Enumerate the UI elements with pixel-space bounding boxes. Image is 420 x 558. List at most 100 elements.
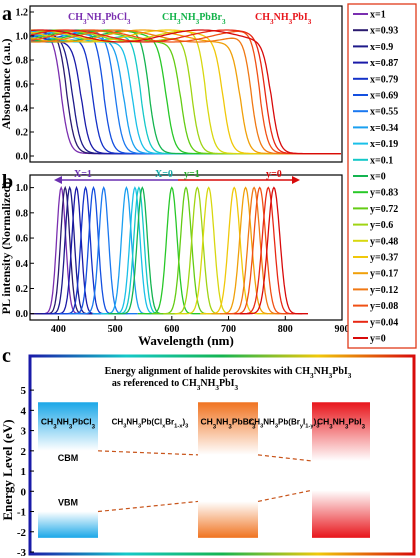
pl-series-y-0-48 <box>174 186 243 315</box>
vbm-connector <box>257 489 313 502</box>
absorbance-series-y-0-48 <box>31 29 341 155</box>
absorbance-series-x-1 <box>30 33 341 155</box>
pl-series-x-0-19 <box>100 186 169 315</box>
energy-y-tick-label: -1 <box>17 507 26 519</box>
energy-y-tick-label: 4 <box>21 405 27 417</box>
absorbance-y-tick-label: 0.4 <box>16 104 29 115</box>
absorbance-series-y-0-08 <box>30 29 341 155</box>
absorbance-y-tick-label: 0.6 <box>16 80 29 91</box>
pl-y-axis-label: PL intensity (Normalized) <box>0 182 13 315</box>
panel-b-label: b <box>2 171 13 193</box>
cbm-connector <box>257 454 313 462</box>
absorbance-series-x-0 <box>30 30 341 155</box>
pl-y-tick-label: 0.2 <box>16 284 29 295</box>
absorbance-series-y-0-04 <box>30 29 341 155</box>
vb-box-ch3nh3pbi3 <box>312 490 370 538</box>
legend-label-x-0-1: x=0.1 <box>370 155 393 166</box>
label-ch3nh3pbbr3: CH3NH3PbBr3 <box>162 12 226 26</box>
label-ch3nh3pbcl3: CH3NH3PbCl3 <box>68 12 131 26</box>
legend-label-y-0-12: y=0.12 <box>370 285 398 296</box>
absorbance-series-x-0-93 <box>31 29 341 155</box>
energy-title-line2: as referenced to CH3NH3PbI3 <box>112 378 239 392</box>
box-label-ch3nh3pbcl3: CH3NH3PbCl3 <box>41 416 96 430</box>
energy-y-tick-label: 2 <box>21 446 27 458</box>
panel-a-absorbance-chart: 0.00.20.40.60.81.01.2 Absorbance (a.u.) … <box>0 5 343 163</box>
absorbance-series-y-0-83 <box>31 29 341 155</box>
legend-label-x-1: x=1 <box>370 10 386 21</box>
legend-label-y-0-6: y=0.6 <box>370 220 393 231</box>
absorbance-y-ticks: 0.0 0.2 0.4 0.6 0.8 1.0 1.2 <box>16 8 34 163</box>
panel-b-pl-chart: 0.0 0.2 0.4 0.6 0.8 1.0 400 500 600 700 800 900 PL… <box>0 169 350 348</box>
absorbance-series-x-0-69 <box>31 31 341 155</box>
absorbance-y-tick-label: 1.2 <box>16 8 29 19</box>
pl-y-tick-label: 0.8 <box>16 208 29 219</box>
cb-box-ch3nh3pbcl3 <box>38 402 98 451</box>
cb-box-ch3nh3pbbr3 <box>198 402 258 455</box>
vb-box-ch3nh3pbcl3 <box>38 511 98 538</box>
vbm-label: VBM <box>58 498 78 508</box>
arrow-label-y1: y=1 <box>184 169 200 180</box>
arrow-label-y0: y=0 <box>266 169 282 180</box>
panel-c-rainbow-border <box>28 354 416 556</box>
pl-x-tick-label: 600 <box>164 324 179 335</box>
legend-label-x-0-79: x=0.79 <box>370 74 398 85</box>
absorbance-series-x-0-87 <box>30 34 341 155</box>
pl-series-x-0-93 <box>31 185 100 315</box>
energy-y-tick-label: 1 <box>21 466 27 478</box>
cbm-label: CBM <box>58 453 79 463</box>
label-ch3nh3pbi3: CH3NH3PbI3 <box>255 12 312 26</box>
energy-y-tick-label: 3 <box>21 426 27 438</box>
pl-x-tick-label: 700 <box>221 324 236 335</box>
pl-series-y-0 <box>239 186 308 315</box>
mixed-halide-label: CH3NH3Pb(ClxBr1-x)3 <box>112 417 189 429</box>
absorbance-series-y-0-6 <box>30 29 341 155</box>
legend-label-y-0-08: y=0.08 <box>370 301 398 312</box>
box-label-ch3nh3pbbr3: CH3NH3PbBr3 <box>200 416 256 430</box>
legend-label-y-0: y=0 <box>370 334 386 345</box>
legend-label-x-0-93: x=0.93 <box>370 26 398 37</box>
absorbance-y-tick-label: 0.0 <box>16 152 29 163</box>
energy-y-tick-label: -2 <box>17 527 27 539</box>
pl-y-tick-label: 0.4 <box>16 259 29 270</box>
absorbance-series-x-0-19 <box>31 29 341 155</box>
absorbance-curves <box>30 29 341 155</box>
vbm-connector <box>97 500 199 513</box>
legend-label-y-0-83: y=0.83 <box>370 188 398 199</box>
cb-box-ch3nh3pbi3 <box>312 402 370 461</box>
energy-y-ticks: -3 -2 -1 0 1 2 3 4 5 <box>17 385 34 558</box>
panel-c-energy-chart: -3 -2 -1 0 1 2 3 4 5 Energy Level (eV) Energy al… <box>0 354 416 558</box>
panel-a-label: a <box>2 3 12 25</box>
pl-y-ticks: 0.0 0.2 0.4 0.6 0.8 1.0 <box>16 183 34 320</box>
legend-label-x-0-87: x=0.87 <box>370 58 398 69</box>
legend-label-x-0-69: x=0.69 <box>370 91 398 102</box>
pl-series-y-0-04 <box>234 186 303 315</box>
energy-y-tick-label: 5 <box>21 385 27 397</box>
pl-series-x-0-55 <box>69 185 138 315</box>
legend-label-y-0-48: y=0.48 <box>370 236 398 247</box>
absorbance-y-axis-label: Absorbance (a.u.) <box>0 38 13 129</box>
pl-x-tick-label: 900 <box>335 324 350 335</box>
absorbance-y-tick-label: 1.0 <box>16 32 29 43</box>
panel-b-frame <box>29 174 343 321</box>
pl-x-tick-label: 400 <box>51 324 66 335</box>
absorbance-series-y-0-12 <box>31 29 341 155</box>
legend-label-x-0-19: x=0.19 <box>370 139 398 150</box>
pl-curves <box>30 185 308 315</box>
pl-series-y-0-83 <box>137 186 206 315</box>
arrow-label-x1: X=1 <box>74 169 92 180</box>
absorbance-y-tick-label: 0.8 <box>16 56 29 67</box>
energy-y-tick-label: -3 <box>17 547 27 558</box>
absorbance-y-tick-label: 0.2 <box>16 128 29 139</box>
pl-y-tick-label: 0.0 <box>16 309 29 320</box>
pl-series-y-0-08 <box>225 186 294 315</box>
box-label-ch3nh3pbi3: CH3NH3PbI3 <box>317 416 366 430</box>
pl-x-tick-label: 800 <box>278 324 293 335</box>
legend-label-y-0-17: y=0.17 <box>370 269 398 280</box>
legend-label-x-0-34: x=0.34 <box>370 123 398 134</box>
pl-x-axis-label: Wavelength (nm) <box>138 333 234 348</box>
legend-label-x-0-9: x=0.9 <box>370 42 393 53</box>
pl-x-ticks: 400 500 600 700 800 900 <box>51 316 350 335</box>
absorbance-series-y-0-17 <box>30 29 341 155</box>
energy-y-axis-label: Energy Level (eV) <box>0 419 15 520</box>
